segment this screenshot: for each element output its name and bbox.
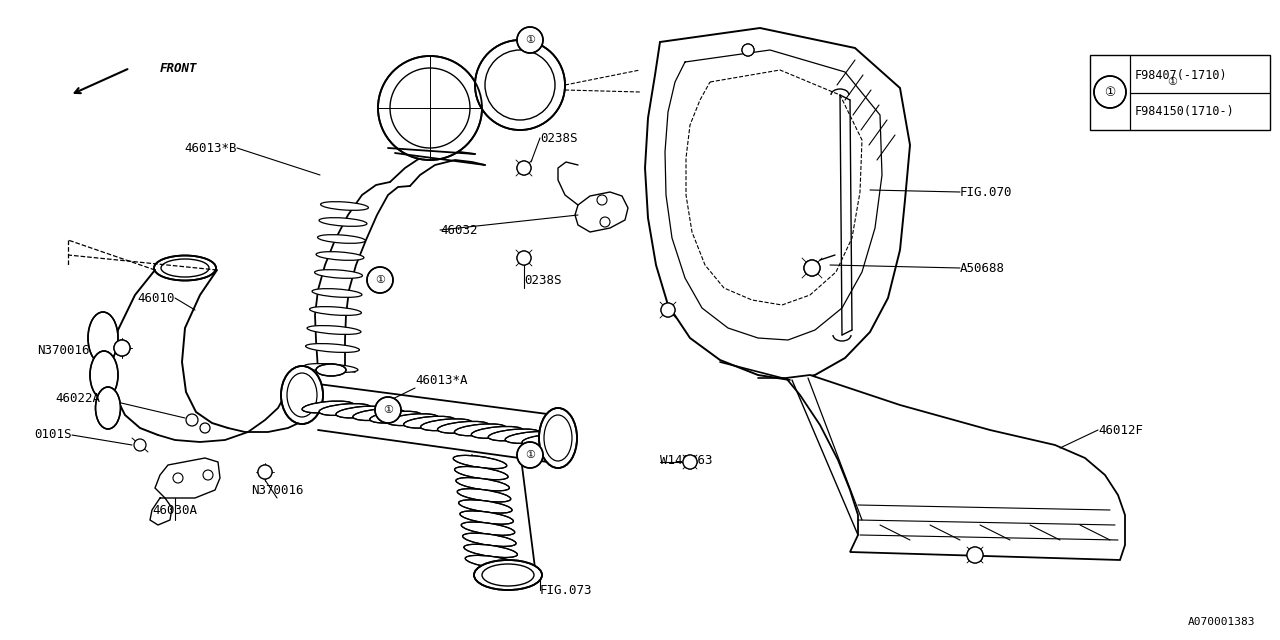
Ellipse shape bbox=[316, 252, 364, 260]
Ellipse shape bbox=[306, 344, 360, 353]
Ellipse shape bbox=[506, 431, 557, 444]
Circle shape bbox=[475, 40, 564, 130]
Text: 46013*B: 46013*B bbox=[184, 141, 237, 154]
Circle shape bbox=[966, 547, 983, 563]
Text: A070001383: A070001383 bbox=[1188, 617, 1254, 627]
Ellipse shape bbox=[454, 424, 506, 436]
Ellipse shape bbox=[96, 387, 120, 429]
Text: ①: ① bbox=[375, 275, 385, 285]
Ellipse shape bbox=[315, 269, 362, 278]
Polygon shape bbox=[575, 192, 628, 232]
Ellipse shape bbox=[302, 401, 353, 413]
Text: 46032: 46032 bbox=[440, 223, 477, 237]
Ellipse shape bbox=[522, 434, 573, 446]
Text: ①: ① bbox=[1167, 77, 1178, 87]
Text: 46010: 46010 bbox=[137, 291, 175, 305]
Ellipse shape bbox=[282, 366, 323, 424]
Ellipse shape bbox=[465, 556, 518, 568]
Circle shape bbox=[375, 397, 401, 423]
Circle shape bbox=[804, 260, 820, 276]
Text: 46013*A: 46013*A bbox=[415, 374, 467, 387]
Ellipse shape bbox=[320, 202, 369, 211]
Polygon shape bbox=[645, 28, 910, 380]
Text: 0238S: 0238S bbox=[540, 131, 577, 145]
Text: 46030A: 46030A bbox=[152, 504, 197, 516]
Circle shape bbox=[742, 44, 754, 56]
Ellipse shape bbox=[463, 544, 517, 557]
Circle shape bbox=[517, 27, 543, 53]
Ellipse shape bbox=[90, 351, 118, 399]
Circle shape bbox=[1156, 66, 1188, 98]
Ellipse shape bbox=[370, 412, 421, 423]
Circle shape bbox=[378, 56, 483, 160]
Circle shape bbox=[1094, 76, 1126, 108]
Circle shape bbox=[517, 442, 543, 468]
Ellipse shape bbox=[319, 404, 371, 415]
Ellipse shape bbox=[438, 421, 489, 433]
Ellipse shape bbox=[460, 511, 513, 524]
Ellipse shape bbox=[88, 312, 118, 364]
Ellipse shape bbox=[458, 500, 512, 513]
Ellipse shape bbox=[474, 560, 541, 590]
Text: F984150(1710-): F984150(1710-) bbox=[1135, 106, 1235, 118]
Text: ①: ① bbox=[1105, 86, 1116, 99]
Bar bbox=[1091, 55, 1270, 130]
Circle shape bbox=[517, 251, 531, 265]
Ellipse shape bbox=[317, 235, 366, 243]
Ellipse shape bbox=[539, 408, 577, 468]
Text: N370016: N370016 bbox=[37, 344, 90, 356]
Ellipse shape bbox=[462, 533, 516, 547]
Ellipse shape bbox=[403, 416, 456, 428]
Ellipse shape bbox=[457, 489, 511, 502]
Ellipse shape bbox=[456, 477, 509, 491]
Text: 0238S: 0238S bbox=[524, 273, 562, 287]
Ellipse shape bbox=[353, 409, 404, 420]
Circle shape bbox=[517, 161, 531, 175]
Text: ①: ① bbox=[383, 405, 393, 415]
Text: 46022A: 46022A bbox=[55, 392, 100, 404]
Ellipse shape bbox=[316, 364, 346, 376]
Circle shape bbox=[114, 340, 131, 356]
Polygon shape bbox=[786, 375, 1125, 560]
Ellipse shape bbox=[310, 307, 361, 316]
Text: A50688: A50688 bbox=[960, 262, 1005, 275]
Text: F98407(-1710): F98407(-1710) bbox=[1135, 68, 1228, 81]
Circle shape bbox=[134, 439, 146, 451]
Circle shape bbox=[367, 267, 393, 293]
Circle shape bbox=[684, 455, 698, 469]
Ellipse shape bbox=[312, 289, 362, 298]
Ellipse shape bbox=[421, 419, 472, 431]
Ellipse shape bbox=[387, 414, 439, 426]
Text: FIG.070: FIG.070 bbox=[960, 186, 1012, 198]
Ellipse shape bbox=[461, 522, 515, 535]
Polygon shape bbox=[155, 458, 220, 498]
Circle shape bbox=[259, 465, 273, 479]
Text: ①: ① bbox=[525, 35, 535, 45]
Text: N370016: N370016 bbox=[251, 483, 303, 497]
Text: 46012F: 46012F bbox=[1098, 424, 1143, 436]
Ellipse shape bbox=[454, 467, 508, 480]
Circle shape bbox=[660, 303, 675, 317]
Ellipse shape bbox=[319, 218, 367, 227]
Ellipse shape bbox=[488, 429, 540, 441]
Text: FRONT: FRONT bbox=[160, 61, 197, 74]
Text: W140063: W140063 bbox=[660, 454, 713, 467]
Ellipse shape bbox=[307, 326, 361, 335]
Text: ①: ① bbox=[525, 450, 535, 460]
Ellipse shape bbox=[305, 364, 358, 372]
Ellipse shape bbox=[154, 255, 216, 280]
Text: FIG.073: FIG.073 bbox=[540, 584, 593, 596]
Ellipse shape bbox=[471, 426, 524, 438]
Text: 0101S: 0101S bbox=[35, 429, 72, 442]
Ellipse shape bbox=[453, 456, 507, 468]
Ellipse shape bbox=[335, 406, 388, 418]
